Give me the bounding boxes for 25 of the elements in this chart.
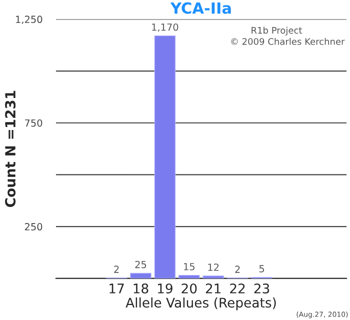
x-axis-title: Allele Values (Repeats): [126, 297, 276, 310]
annotation: R1b Project: [252, 26, 302, 36]
x-tick-label: 21: [206, 283, 221, 294]
data-label: 5: [259, 265, 264, 272]
y-tick-label: 750: [25, 119, 42, 127]
data-label: 15: [184, 263, 194, 270]
data-label: 1,170: [152, 23, 178, 32]
y-tick-label: 250: [24, 223, 42, 230]
bar: [130, 272, 152, 278]
data-label: 12: [208, 264, 219, 271]
x-tick-label: 17: [110, 284, 124, 294]
y-axis-title: Count N =1231: [5, 90, 16, 207]
chart-title: YCA-IIa: [170, 2, 231, 14]
bar: [202, 276, 224, 278]
data-label: 2: [114, 266, 119, 273]
y-tick-label: 1,250: [16, 16, 42, 24]
x-tick-label: 22: [230, 283, 245, 294]
annotation: © 2009 Charles Kerchner: [231, 38, 345, 45]
data-label: 2: [235, 266, 240, 273]
x-tick-label: 23: [254, 283, 270, 294]
bar: [154, 35, 176, 278]
x-tick-label: 20: [182, 283, 197, 294]
x-tick-label: 19: [158, 283, 172, 294]
data-label: 25: [135, 260, 146, 268]
x-tick-label: 18: [134, 283, 148, 294]
